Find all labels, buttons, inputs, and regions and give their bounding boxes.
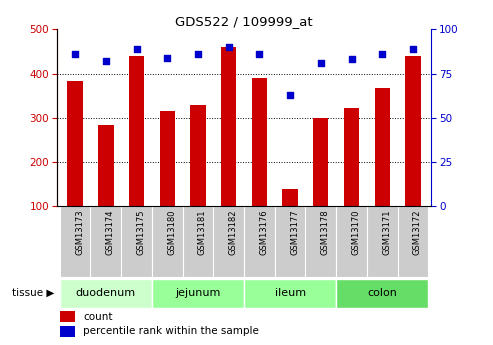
Text: percentile rank within the sample: percentile rank within the sample bbox=[83, 326, 259, 336]
Bar bbox=[336, 279, 428, 307]
Text: GSM13171: GSM13171 bbox=[382, 210, 391, 255]
Point bbox=[378, 51, 386, 57]
Bar bbox=[367, 206, 397, 277]
Bar bbox=[221, 47, 236, 206]
Bar bbox=[60, 206, 91, 277]
Bar bbox=[313, 118, 328, 206]
Point bbox=[409, 46, 417, 51]
Bar bbox=[336, 206, 367, 277]
Point bbox=[225, 44, 233, 50]
Text: colon: colon bbox=[367, 288, 397, 298]
Point bbox=[163, 55, 171, 60]
Point bbox=[71, 51, 79, 57]
Bar bbox=[98, 125, 113, 206]
Bar bbox=[61, 326, 75, 337]
Point bbox=[348, 57, 355, 62]
Text: GSM13170: GSM13170 bbox=[352, 210, 360, 255]
Point bbox=[255, 51, 263, 57]
Text: GSM13178: GSM13178 bbox=[321, 210, 330, 255]
Point bbox=[317, 60, 325, 66]
Bar bbox=[129, 56, 144, 206]
Bar bbox=[60, 279, 152, 307]
Bar bbox=[252, 78, 267, 206]
Text: GSM13174: GSM13174 bbox=[106, 210, 115, 255]
Bar bbox=[121, 206, 152, 277]
Title: GDS522 / 109999_at: GDS522 / 109999_at bbox=[175, 15, 313, 28]
Bar bbox=[68, 81, 83, 206]
Bar bbox=[152, 206, 182, 277]
Bar bbox=[244, 206, 275, 277]
Text: GSM13176: GSM13176 bbox=[259, 210, 268, 255]
Bar bbox=[397, 206, 428, 277]
Bar bbox=[152, 279, 244, 307]
Text: duodenum: duodenum bbox=[76, 288, 136, 298]
Point bbox=[286, 92, 294, 98]
Bar bbox=[375, 88, 390, 206]
Bar bbox=[182, 206, 213, 277]
Text: GSM13180: GSM13180 bbox=[167, 210, 176, 255]
Text: tissue ▶: tissue ▶ bbox=[12, 288, 55, 298]
Bar bbox=[344, 108, 359, 206]
Text: GSM13175: GSM13175 bbox=[137, 210, 145, 255]
Bar bbox=[61, 311, 75, 322]
Text: jejunum: jejunum bbox=[176, 288, 221, 298]
Point bbox=[102, 58, 110, 64]
Bar bbox=[244, 279, 336, 307]
Bar bbox=[91, 206, 121, 277]
Bar bbox=[190, 105, 206, 206]
Text: ileum: ileum bbox=[275, 288, 306, 298]
Bar bbox=[213, 206, 244, 277]
Text: GSM13181: GSM13181 bbox=[198, 210, 207, 255]
Text: GSM13182: GSM13182 bbox=[229, 210, 238, 255]
Point bbox=[133, 46, 141, 51]
Text: GSM13172: GSM13172 bbox=[413, 210, 422, 255]
Text: GSM13173: GSM13173 bbox=[75, 210, 84, 255]
Bar bbox=[405, 56, 421, 206]
Point bbox=[194, 51, 202, 57]
Text: GSM13177: GSM13177 bbox=[290, 210, 299, 255]
Bar bbox=[306, 206, 336, 277]
Bar bbox=[282, 188, 298, 206]
Text: count: count bbox=[83, 312, 112, 322]
Bar bbox=[275, 206, 306, 277]
Bar bbox=[160, 111, 175, 206]
